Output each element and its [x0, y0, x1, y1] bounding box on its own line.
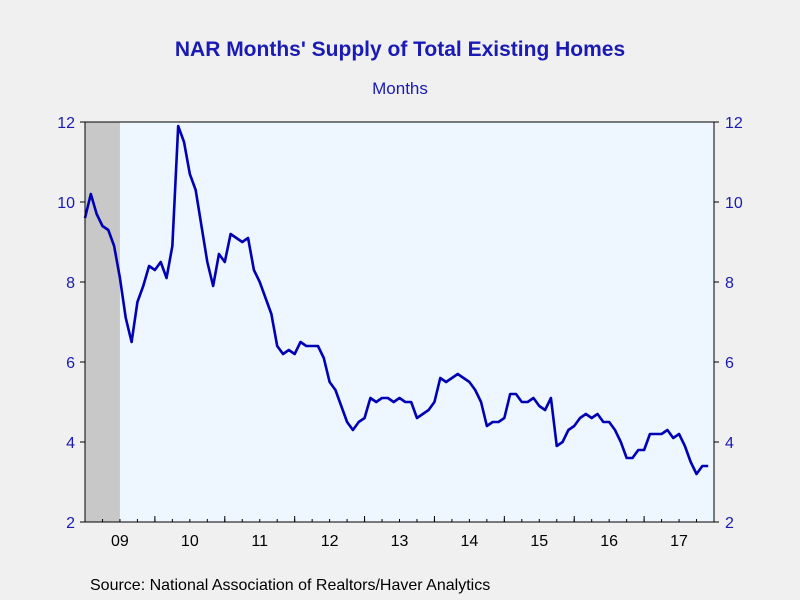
y-tick-label-right: 2 [725, 515, 734, 532]
x-tick-label: 15 [530, 533, 548, 550]
x-tick-label: 17 [670, 533, 688, 550]
x-tick-label: 10 [181, 533, 199, 550]
y-tick-label-left: 4 [66, 435, 75, 452]
x-tick-label: 12 [321, 533, 339, 550]
y-tick-label-right: 8 [725, 275, 734, 292]
y-tick-label-left: 10 [57, 195, 75, 212]
axis-layer: 2 2 4 4 6 6 8 8 10 10 12 12 09 10 11 12 13 14 15 16 17 [57, 115, 743, 550]
x-tick-label: 16 [600, 533, 618, 550]
x-tick-label: 09 [111, 533, 129, 550]
x-tick-label: 13 [391, 533, 409, 550]
plot-area [85, 122, 714, 522]
source-note: Source: National Association of Realtors… [90, 577, 491, 594]
y-tick-label-left: 2 [66, 515, 75, 532]
recession-shading [85, 122, 120, 522]
x-tick-label: 11 [251, 533, 268, 550]
y-tick-label-left: 12 [57, 115, 75, 132]
y-tick-label-left: 8 [66, 275, 75, 292]
x-tick-label: 14 [460, 533, 478, 550]
y-tick-label-left: 6 [66, 355, 75, 372]
series-layer [83, 124, 709, 476]
y-tick-label-right: 12 [725, 115, 743, 132]
series-line [83, 124, 709, 476]
y-tick-label-right: 4 [725, 435, 734, 452]
chart-subtitle: Months [372, 79, 428, 98]
y-tick-label-right: 6 [725, 355, 734, 372]
y-tick-label-right: 10 [725, 195, 743, 212]
chart-title: NAR Months' Supply of Total Existing Hom… [174, 38, 626, 61]
